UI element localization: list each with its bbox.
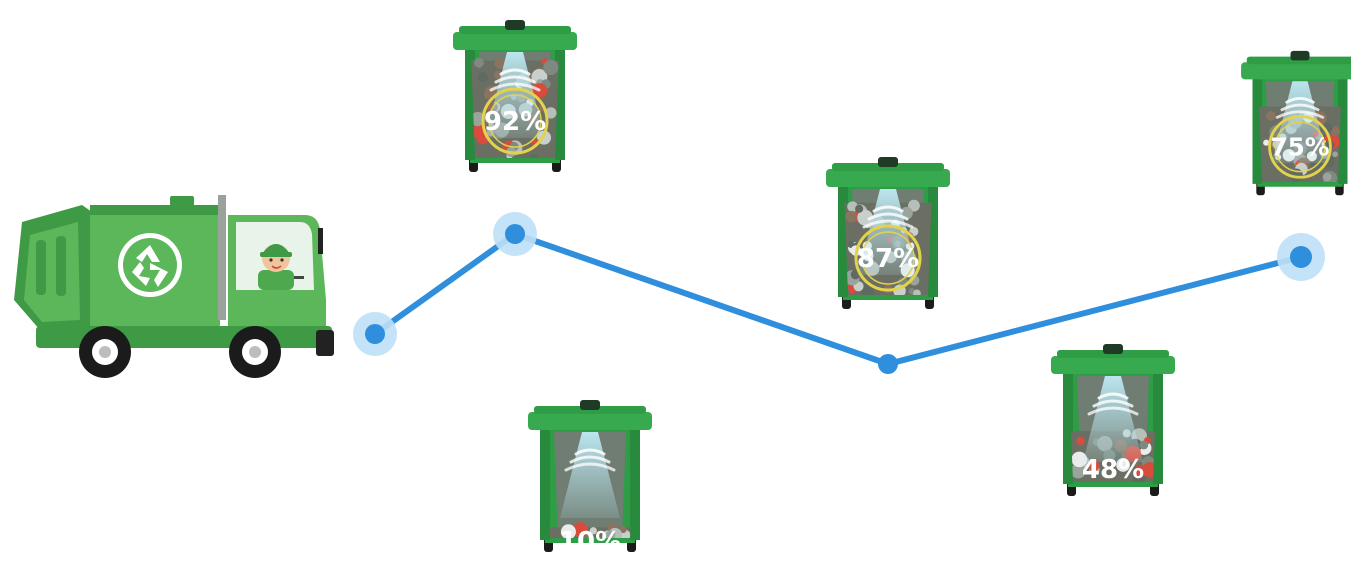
bin-fill-level	[546, 522, 634, 538]
fill-percentage-label: 75%	[1270, 132, 1329, 161]
fill-percentage-label: 10%	[559, 527, 621, 557]
waste-bin[interactable]: 10%	[528, 400, 652, 557]
waste-bin[interactable]: 48%	[1051, 344, 1175, 496]
waste-bin[interactable]: 75%	[1241, 50, 1351, 196]
collection-route	[353, 212, 1325, 374]
alert-ring	[861, 231, 915, 285]
alert-ring	[488, 94, 542, 148]
alert-ring	[1274, 121, 1326, 173]
waste-bin[interactable]: 87%	[826, 157, 950, 309]
fill-percentage-label: 92%	[484, 107, 546, 137]
route-line	[372, 231, 1304, 367]
route-node-3[interactable]	[878, 354, 898, 374]
waste-bin[interactable]: 92%	[453, 20, 577, 172]
recycle-icon	[118, 233, 182, 297]
route-node-2[interactable]	[493, 212, 537, 256]
bins-layer: 92% 10% 87% 48% 75%	[453, 20, 1351, 557]
route-node-start[interactable]	[353, 312, 397, 356]
alert-ring	[1268, 115, 1332, 179]
alert-ring	[481, 87, 549, 155]
route-node-end[interactable]	[1277, 233, 1325, 281]
alert-ring	[854, 224, 922, 292]
fill-percentage-label: 87%	[857, 244, 919, 274]
garbage-truck-icon	[14, 195, 334, 378]
fill-percentage-label: 48%	[1082, 455, 1144, 485]
driver-icon	[258, 244, 304, 290]
